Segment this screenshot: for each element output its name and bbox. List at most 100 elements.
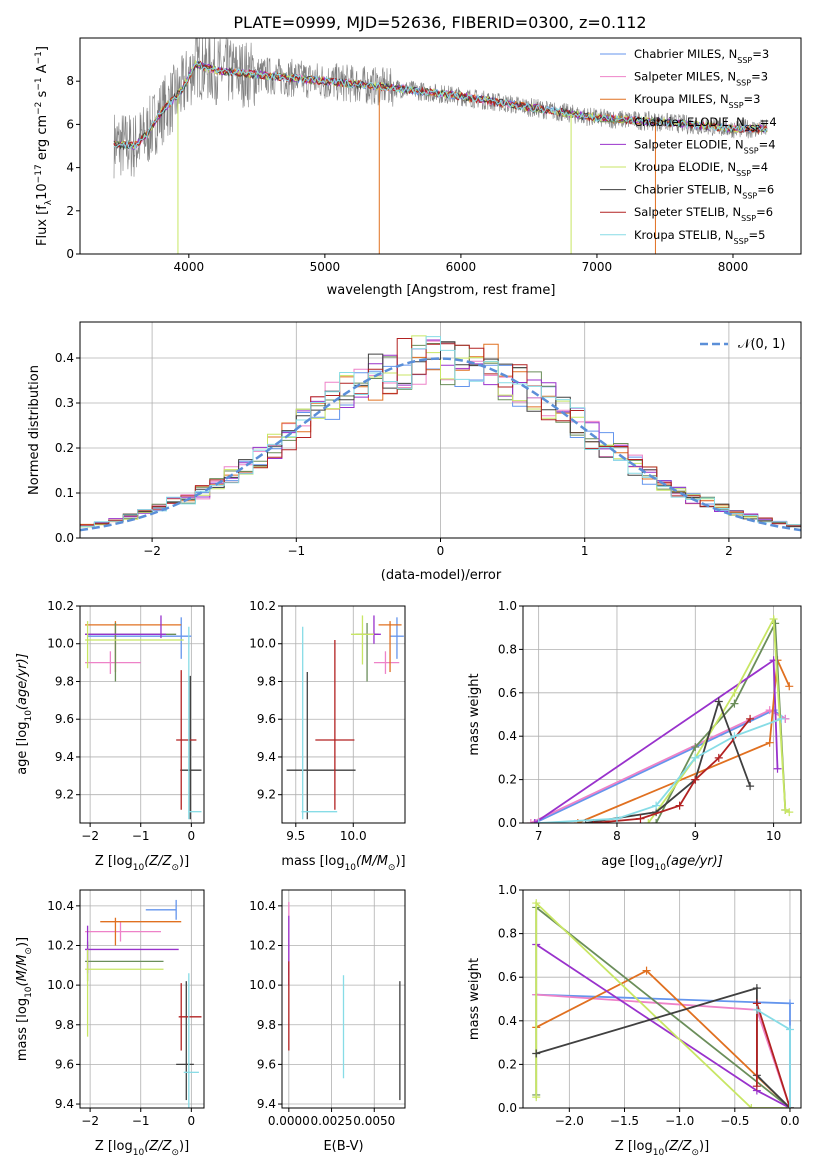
- y-tick-label: 9.2: [257, 788, 276, 802]
- legend-entry: Salpeter MILES, NSSP=3: [634, 70, 768, 88]
- y-tick-label: 10.2: [249, 938, 276, 952]
- y-axis-label: mass weight: [467, 958, 482, 1040]
- mass-weight-line: [655, 620, 787, 823]
- mass-weight-line: [536, 993, 791, 1108]
- y-tick-label: 9.6: [257, 1057, 276, 1071]
- y-tick-label: 9.4: [257, 750, 276, 764]
- x-tick-label: 9.5: [286, 829, 305, 843]
- y-tick-label: 0.8: [498, 927, 517, 941]
- legend-entry: Chabrier ELODIE, NSSP=4: [634, 115, 777, 133]
- x-tick-label: −1: [287, 544, 305, 558]
- x-axis-label: (data-model)/error: [381, 568, 502, 583]
- x-tick-label: 0: [188, 829, 196, 843]
- x-tick-label: 0.0: [780, 1114, 799, 1128]
- plus-marker: [714, 697, 723, 706]
- y-tick-label: 9.8: [257, 674, 276, 688]
- x-axis-label: mass [log10(M/M⊙)]: [281, 854, 405, 873]
- x-tick-label: −1.0: [665, 1114, 694, 1128]
- plus-marker: [652, 819, 661, 823]
- x-tick-label: −2: [143, 544, 161, 558]
- plus-marker: [675, 801, 684, 810]
- x-axis-label: Z [log10(Z/Z⊙)]: [95, 1139, 189, 1158]
- x-tick-label: 9: [691, 829, 699, 843]
- plot-area-mass_weight_vs_Z: [532, 899, 794, 1108]
- panel-mass_weight_vs_age: 7 8 9 10 0.0 0.2 0.4 0.6 0.8 1.0 age [log10(age/yr…: [467, 599, 802, 873]
- y-tick-label: 0.3: [55, 396, 74, 410]
- plus-marker: [747, 1104, 756, 1108]
- y-axis-label: mass weight: [467, 673, 482, 755]
- x-tick-label: 0.0025: [311, 1114, 353, 1128]
- y-tick-label: 10.4: [47, 899, 74, 913]
- y-tick-label: 0.4: [55, 351, 74, 365]
- plus-marker: [752, 984, 761, 993]
- axes-frame: [281, 605, 406, 824]
- y-tick-label: 10.2: [47, 599, 74, 613]
- y-axis-label: Normed distribution: [27, 365, 42, 495]
- plus-marker: [765, 738, 774, 747]
- legend-entry: 𝒩(0, 1): [738, 337, 785, 352]
- plus-marker: [730, 688, 739, 697]
- y-tick-label: 10.2: [249, 599, 276, 613]
- y-tick-label: 9.2: [55, 788, 74, 802]
- x-axis-label: age [log10(age/yr)]: [601, 854, 723, 873]
- plus-marker: [785, 808, 794, 817]
- panel-mass_vs_Z: −2 −1 0 9.4 9.6 9.8 10.0 10.2 10.4 Z [log10(Z/Z⊙)…: [15, 889, 205, 1158]
- spectrum-model-line: [113, 62, 768, 151]
- y-axis-label: mass [log10(M/M⊙)]: [15, 937, 34, 1061]
- spectrum-model-line: [113, 60, 768, 148]
- x-tick-label: 10: [766, 829, 781, 843]
- x-tick-label: 8000: [718, 260, 749, 274]
- plot-area-spectrum: [113, 38, 768, 254]
- axes-frame: [281, 889, 406, 1109]
- plus-marker: [612, 814, 621, 823]
- plus-marker: [746, 714, 755, 723]
- panel-age_vs_mass: 9.5 10.0 9.2 9.4 9.6 9.8 10.0 10.2 mass [log10(M…: [249, 599, 405, 873]
- figure-title: PLATE=0999, MJD=52636, FIBERID=0300, z=0…: [233, 13, 646, 32]
- x-tick-label: −2: [81, 1114, 99, 1128]
- plus-marker: [785, 682, 794, 691]
- y-tick-label: 9.8: [55, 1018, 74, 1032]
- gaussian-curve: [80, 357, 801, 532]
- plus-marker: [691, 775, 700, 784]
- plus-marker: [785, 1025, 794, 1034]
- y-tick-label: 6: [66, 117, 74, 131]
- plus-marker: [769, 615, 778, 624]
- spectrum-model-line: [113, 61, 768, 151]
- y-tick-label: 9.6: [55, 1057, 74, 1071]
- y-tick-label: 0.4: [498, 729, 517, 743]
- plus-marker: [777, 714, 786, 723]
- x-axis-label: Z [log10(Z/Z⊙)]: [615, 1139, 709, 1158]
- plus-marker: [526, 819, 535, 823]
- mass-weight-line: [535, 986, 791, 1108]
- plus-marker: [752, 1005, 761, 1014]
- y-tick-label: 2: [66, 204, 74, 218]
- plus-marker: [691, 743, 700, 752]
- plus-marker: [730, 699, 739, 708]
- y-tick-label: 10.0: [47, 637, 74, 651]
- x-tick-label: 7: [535, 829, 543, 843]
- plus-marker: [530, 819, 539, 823]
- plot-area-residuals: [80, 335, 801, 532]
- y-tick-label: 1.0: [498, 599, 517, 613]
- y-tick-label: 0.0: [498, 1101, 517, 1115]
- x-tick-label: −1.5: [610, 1114, 639, 1128]
- y-tick-label: 0.6: [498, 970, 517, 984]
- x-tick-label: 0.0000: [268, 1114, 310, 1128]
- mass-weight-line: [538, 717, 782, 823]
- y-tick-label: 0: [66, 247, 74, 261]
- axes-frame: [79, 605, 205, 824]
- x-tick-label: 0.0050: [353, 1114, 395, 1128]
- y-axis-label: age [log10(age/yr)]: [15, 653, 34, 775]
- panel-mass_weight_vs_Z: −2.0 −1.5 −1.0 −0.5 0.0 0.0 0.2 0.4 0.6 0.8 1.0 Z […: [467, 883, 802, 1158]
- legend-entry: Kroupa MILES, NSSP=3: [634, 92, 760, 110]
- axes-frame: [79, 37, 802, 255]
- plus-marker: [781, 805, 790, 814]
- x-tick-label: −1: [132, 1114, 150, 1128]
- x-tick-label: 6000: [446, 260, 477, 274]
- y-axis-label: Flux [fλ10−17 erg cm−2 s−1 A−1]: [34, 46, 54, 246]
- y-tick-label: 10.4: [249, 899, 276, 913]
- y-tick-label: 9.6: [257, 712, 276, 726]
- plus-marker: [652, 801, 661, 810]
